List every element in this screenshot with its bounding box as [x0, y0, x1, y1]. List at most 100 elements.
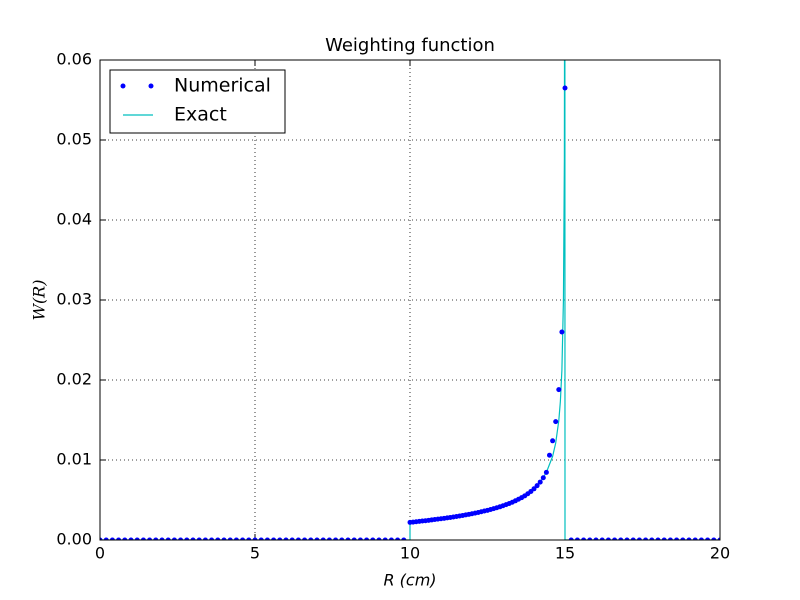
- point: [550, 438, 556, 444]
- point: [636, 537, 642, 540]
- point: [624, 537, 630, 540]
- point: [534, 483, 540, 489]
- y-axis-label: W(R): [30, 280, 49, 321]
- point: [295, 537, 301, 540]
- point: [326, 537, 332, 540]
- y-tick-label: 0.03: [56, 290, 92, 309]
- point: [196, 537, 202, 540]
- point: [568, 537, 574, 540]
- legend-box: [109, 69, 286, 134]
- x-tick-label: 5: [250, 544, 260, 563]
- point: [686, 537, 692, 540]
- point: [233, 537, 239, 540]
- point: [184, 537, 190, 540]
- point: [345, 537, 351, 540]
- point: [339, 537, 345, 540]
- point: [314, 537, 320, 540]
- point: [581, 537, 587, 540]
- point: [116, 537, 122, 540]
- point: [277, 537, 283, 540]
- point: [134, 537, 140, 540]
- point: [122, 537, 128, 540]
- point: [401, 537, 407, 540]
- legend-label: Numerical: [174, 75, 271, 97]
- point: [258, 537, 264, 540]
- point: [240, 537, 246, 540]
- y-tick-label: 0.05: [56, 130, 92, 149]
- point: [302, 537, 308, 540]
- x-tick-label: 15: [555, 544, 575, 563]
- point: [227, 537, 233, 540]
- point: [264, 537, 270, 540]
- point: [556, 387, 562, 393]
- point: [382, 537, 388, 540]
- point: [103, 537, 109, 540]
- point: [537, 479, 543, 485]
- point: [698, 537, 704, 540]
- y-tick-label: 0.01: [56, 450, 92, 469]
- point: [605, 537, 611, 540]
- point: [271, 537, 277, 540]
- point: [655, 537, 661, 540]
- point: [357, 537, 363, 540]
- point: [178, 537, 184, 540]
- point: [593, 537, 599, 540]
- point: [543, 469, 549, 475]
- point: [171, 537, 177, 540]
- axes-frame: [99, 59, 721, 541]
- point: [395, 537, 401, 540]
- point: [109, 537, 115, 540]
- point: [376, 537, 382, 540]
- y-tick-label: 0.02: [56, 370, 92, 389]
- x-axis-label: R (cm): [383, 571, 436, 590]
- point: [618, 537, 624, 540]
- point: [190, 537, 196, 540]
- point: [308, 537, 314, 540]
- point: [153, 537, 159, 540]
- point: [540, 475, 546, 481]
- point: [221, 537, 227, 540]
- point: [147, 537, 153, 540]
- point: [333, 537, 339, 540]
- point: [283, 537, 289, 540]
- y-tick-label: 0.06: [56, 50, 92, 69]
- x-tick-label: 10: [400, 544, 420, 563]
- point: [553, 419, 559, 425]
- point: [612, 537, 618, 540]
- legend-marker: [148, 83, 154, 89]
- point: [649, 537, 655, 540]
- point: [711, 537, 717, 540]
- point: [559, 329, 565, 335]
- point: [159, 537, 165, 540]
- point: [547, 452, 552, 458]
- point: [674, 537, 680, 540]
- point: [320, 537, 326, 540]
- point: [667, 537, 673, 540]
- point: [215, 537, 221, 540]
- point: [165, 537, 171, 540]
- point: [128, 537, 134, 540]
- point: [209, 537, 215, 540]
- point: [630, 537, 636, 540]
- point: [370, 537, 376, 540]
- point: [680, 537, 686, 540]
- plot-area: [100, 60, 720, 540]
- x-tick-label: 20: [710, 544, 730, 563]
- x-tick-label: 0: [95, 544, 105, 563]
- point: [574, 537, 580, 540]
- point: [643, 537, 649, 540]
- chart-title: Weighting function: [325, 35, 495, 56]
- point: [705, 537, 711, 540]
- point: [140, 537, 146, 540]
- point: [202, 537, 208, 540]
- point: [388, 537, 394, 540]
- point: [100, 537, 103, 540]
- point: [587, 537, 593, 540]
- legend-label: Exact: [174, 104, 227, 126]
- point: [717, 537, 720, 540]
- point: [562, 85, 568, 91]
- point: [692, 537, 698, 540]
- point: [661, 537, 667, 540]
- point: [599, 537, 605, 540]
